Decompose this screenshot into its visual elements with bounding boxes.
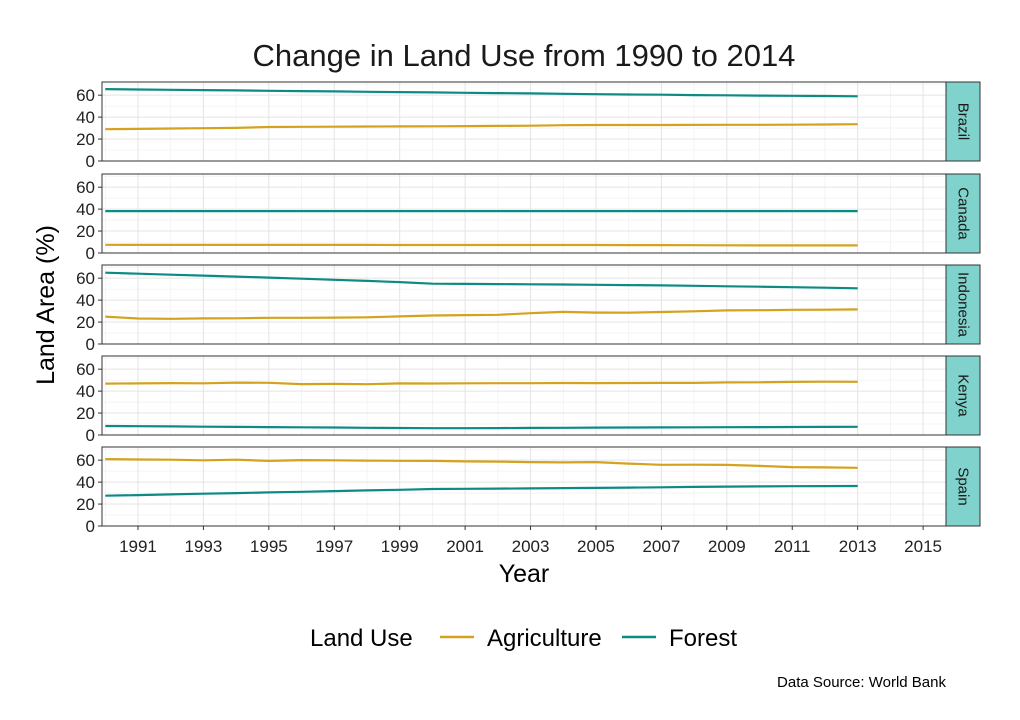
legend-label-agriculture: Agriculture: [487, 625, 602, 652]
x-tick-label: 1995: [250, 537, 288, 556]
panel-kenya: 0 20 40 60 Kenya: [76, 355, 981, 445]
facet-label-spain: Spain: [955, 467, 972, 505]
y-tick-label: 40: [76, 108, 95, 127]
facet-label-canada: Canada: [955, 187, 972, 240]
x-tick-label: 2001: [446, 537, 484, 556]
x-axis-title: Year: [499, 560, 550, 588]
x-tick-label: 1991: [119, 537, 157, 556]
series-line-indonesia-agriculture: [105, 308, 858, 320]
data-source-caption: Data Source: World Bank: [777, 674, 946, 691]
y-tick-label: 20: [76, 313, 95, 332]
panel-indonesia: 0 20 40 60 Indonesia: [76, 264, 981, 354]
x-tick-label: 2003: [512, 537, 550, 556]
facet-strip: [945, 355, 981, 436]
y-tick-label: 0: [86, 335, 95, 354]
facet-strip: [945, 264, 981, 345]
panel-canada: 0 20 40 60 Canada: [76, 173, 981, 263]
series-line-spain-agriculture: [105, 458, 858, 469]
facet-label-kenya: Kenya: [955, 374, 972, 417]
y-tick-label: 0: [86, 244, 95, 263]
series-line-kenya-forest: [105, 424, 858, 430]
panel-brazil: 0 20 40 60 Brazil: [76, 81, 981, 171]
y-tick-label: 60: [76, 86, 95, 105]
x-tick-label: 2013: [839, 537, 877, 556]
facet-strip: [945, 173, 981, 254]
panel-background: [101, 355, 947, 436]
x-tick-label: 2005: [577, 537, 615, 556]
y-tick-label: 40: [76, 200, 95, 219]
series-line-kenya-agriculture: [105, 380, 858, 386]
y-axis-title: Land Area (%): [32, 225, 60, 385]
facet-panels: 0 20 40 60 Brazil 0 20 40 60 Canada 0 20 40 60 Indones…: [76, 81, 981, 536]
y-tick-label: 20: [76, 222, 95, 241]
facet-strip: [945, 81, 981, 162]
panel-background: [101, 173, 947, 254]
y-tick-label: 60: [76, 178, 95, 197]
series-line-canada-agriculture: [105, 243, 858, 247]
x-tick-label: 2015: [904, 537, 942, 556]
facet-label-brazil: Brazil: [955, 103, 972, 141]
y-tick-label: 20: [76, 404, 95, 423]
y-tick-label: 60: [76, 360, 95, 379]
x-axis: 1991 1993 1995 1997 1999 2001 2003 2005 2007 2009…: [119, 526, 942, 556]
y-tick-label: 20: [76, 130, 95, 149]
facet-label-indonesia: Indonesia: [955, 272, 972, 338]
legend-label-forest: Forest: [669, 625, 737, 652]
x-tick-label: 1999: [381, 537, 419, 556]
y-tick-label: 0: [86, 152, 95, 171]
panel-spain: 0 20 40 60 Spain: [76, 446, 981, 536]
legend-title: Land Use: [310, 625, 413, 652]
x-tick-label: 2009: [708, 537, 746, 556]
y-tick-label: 40: [76, 291, 95, 310]
x-tick-label: 2007: [642, 537, 680, 556]
legend: Land Use Agriculture Forest: [310, 625, 737, 652]
y-tick-label: 40: [76, 382, 95, 401]
x-tick-label: 1997: [315, 537, 353, 556]
y-tick-label: 40: [76, 473, 95, 492]
facet-strip: [945, 446, 981, 527]
x-tick-label: 2011: [774, 537, 811, 556]
y-tick-label: 0: [86, 517, 95, 536]
x-tick-label: 1993: [184, 537, 222, 556]
series-line-brazil-agriculture: [105, 123, 858, 131]
series-line-spain-forest: [105, 484, 858, 497]
chart-title: Change in Land Use from 1990 to 2014: [253, 38, 796, 73]
series-line-indonesia-forest: [105, 271, 858, 290]
y-tick-label: 60: [76, 451, 95, 470]
series-line-brazil-forest: [105, 88, 858, 98]
y-tick-label: 0: [86, 426, 95, 445]
y-tick-label: 20: [76, 495, 95, 514]
y-tick-label: 60: [76, 269, 95, 288]
